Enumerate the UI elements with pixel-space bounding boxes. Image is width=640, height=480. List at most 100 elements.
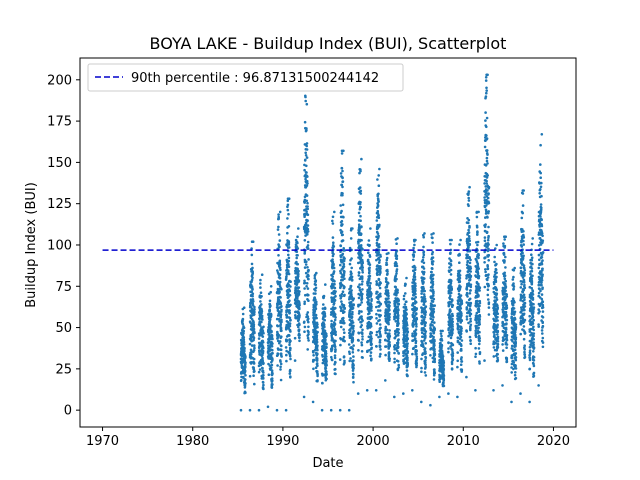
data-point <box>349 300 353 304</box>
data-point <box>496 333 499 336</box>
data-point <box>279 268 282 272</box>
data-point <box>460 356 463 359</box>
data-point <box>405 317 409 321</box>
data-point <box>287 197 291 200</box>
data-point <box>397 303 401 306</box>
data-point <box>316 330 319 334</box>
data-point <box>495 288 498 292</box>
data-point <box>278 266 282 270</box>
data-point <box>519 332 522 336</box>
data-point <box>478 289 481 292</box>
data-point <box>250 262 254 266</box>
data-point <box>414 344 418 348</box>
data-point <box>360 283 364 286</box>
data-point <box>323 315 327 318</box>
data-point <box>278 290 281 294</box>
data-point <box>316 370 319 373</box>
data-point <box>289 339 292 343</box>
data-point <box>257 337 261 340</box>
data-point <box>465 293 469 296</box>
data-point <box>258 368 262 371</box>
data-point <box>242 331 245 335</box>
data-point <box>523 308 526 312</box>
data-point <box>420 370 423 374</box>
data-point <box>250 352 253 356</box>
data-point <box>523 286 527 290</box>
data-point <box>523 301 527 305</box>
data-point <box>459 335 463 339</box>
data-point <box>385 256 389 260</box>
data-point <box>351 306 355 310</box>
data-point <box>277 225 280 229</box>
data-point <box>286 199 290 203</box>
data-point <box>523 296 526 299</box>
data-point <box>521 228 524 231</box>
data-point <box>242 375 245 379</box>
data-point <box>424 305 428 308</box>
data-point <box>360 341 363 344</box>
data-point <box>303 302 306 306</box>
data-point <box>451 325 454 328</box>
data-point <box>343 310 346 314</box>
data-point <box>262 374 265 377</box>
data-point <box>451 343 455 347</box>
data-point <box>423 324 427 328</box>
data-point <box>377 174 381 177</box>
data-point <box>289 347 292 350</box>
data-point <box>477 274 481 278</box>
data-point <box>447 334 450 338</box>
data-point <box>348 352 352 356</box>
data-point <box>260 303 263 306</box>
data-point <box>411 352 414 356</box>
data-point <box>288 343 291 347</box>
data-point <box>339 269 342 273</box>
data-point <box>387 354 391 358</box>
data-point <box>350 266 354 270</box>
data-point <box>253 346 256 350</box>
data-point <box>397 328 400 331</box>
data-point <box>340 292 344 296</box>
data-point <box>376 203 380 207</box>
data-point <box>388 304 391 308</box>
data-point <box>293 336 297 340</box>
data-point <box>360 343 364 347</box>
data-point <box>420 331 424 335</box>
data-point <box>351 348 355 351</box>
data-point <box>288 372 292 375</box>
data-point <box>456 359 460 363</box>
data-point <box>262 331 265 335</box>
data-point <box>469 267 473 270</box>
data-point <box>505 336 509 340</box>
data-point <box>486 189 489 192</box>
data-point <box>279 360 282 363</box>
data-point <box>441 329 444 333</box>
data-point <box>343 339 346 343</box>
data-point <box>485 191 488 195</box>
data-point <box>397 345 400 349</box>
data-point <box>275 408 279 412</box>
data-point <box>484 223 487 226</box>
data-point <box>405 312 408 316</box>
data-point <box>413 266 417 269</box>
data-point <box>523 266 526 270</box>
data-point <box>485 134 488 137</box>
data-point <box>432 335 435 339</box>
data-point <box>306 315 310 318</box>
data-point <box>477 254 481 257</box>
data-point <box>386 289 390 292</box>
data-point <box>359 232 363 236</box>
data-point <box>449 309 452 313</box>
data-point <box>379 281 383 285</box>
data-point <box>252 357 256 361</box>
data-point <box>370 297 373 301</box>
data-point <box>458 243 461 246</box>
data-point <box>388 312 391 316</box>
data-point <box>361 247 364 251</box>
data-point <box>433 321 436 324</box>
data-point <box>312 367 315 371</box>
data-point <box>297 269 300 273</box>
data-point <box>467 192 470 195</box>
data-point <box>379 326 382 330</box>
data-point <box>513 330 517 334</box>
data-point <box>270 386 274 389</box>
